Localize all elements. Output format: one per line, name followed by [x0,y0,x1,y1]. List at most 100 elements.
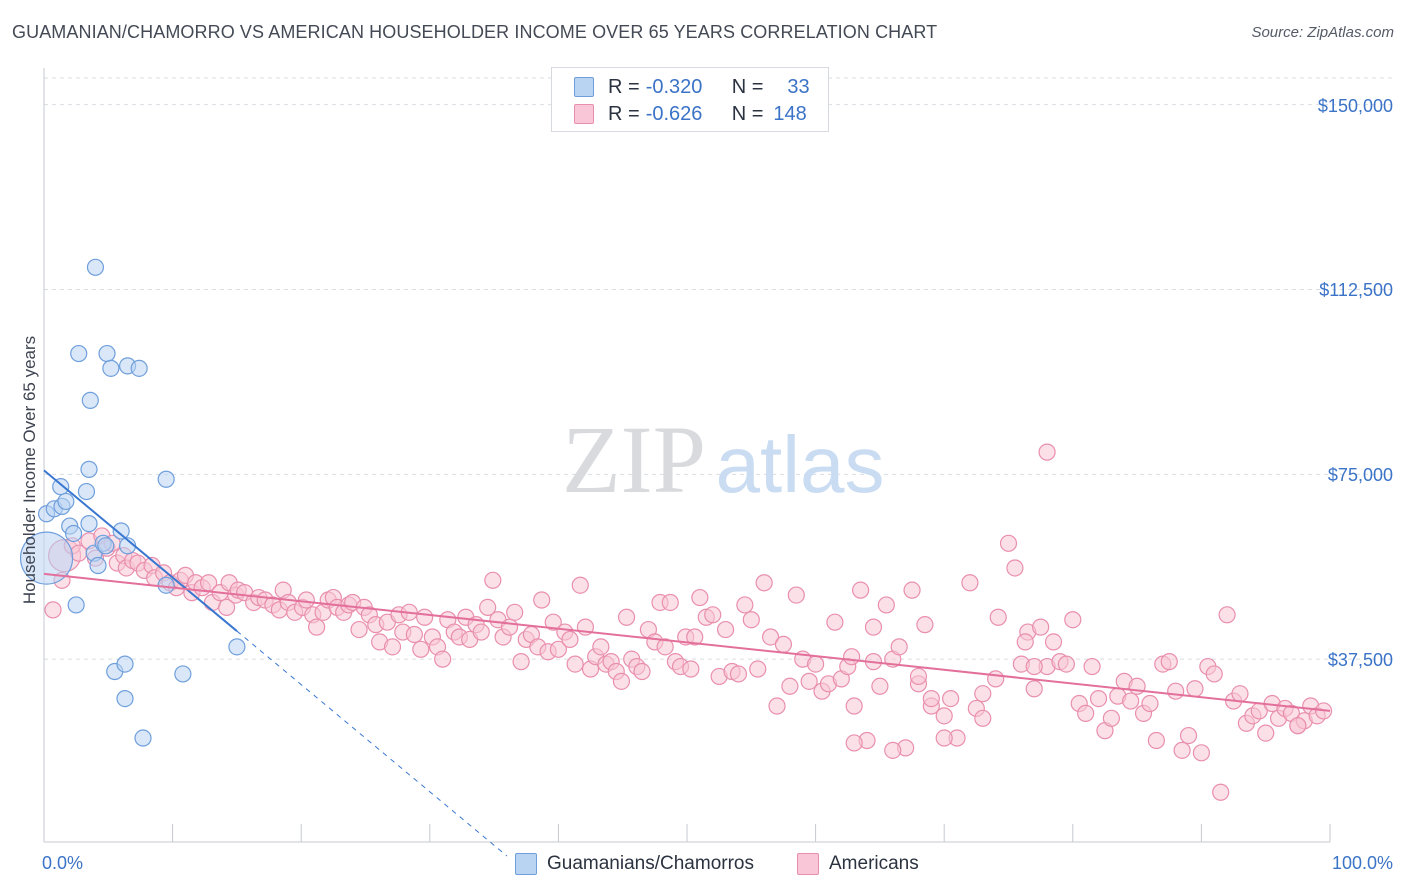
data-point [98,344,116,363]
data-point [686,628,704,646]
data-point [130,359,148,377]
data-point [774,635,793,653]
data-point [800,672,818,690]
data-point [1160,653,1178,671]
data-point [716,620,735,639]
data-point [1167,682,1185,700]
trend-line-americans [43,572,1331,712]
data-point [134,729,152,747]
data-point [826,613,844,631]
data-point [935,729,953,747]
data-point [1231,685,1249,703]
legend-r-value: -0.626 [645,102,703,125]
trend-lines [43,469,1331,857]
data-point [1141,694,1159,713]
data-point [1212,783,1230,801]
series-label: Guamanians/Chamorros [547,853,754,874]
data-point [1089,689,1108,708]
legend-row-guamanians: R = -0.320 N = 33 [574,75,810,99]
y-axis-label: Householder Income Over 65 years [20,335,39,605]
watermark-zip: ZIP [562,406,706,513]
legend-r-value: -0.320 [645,75,703,98]
data-point [704,606,722,624]
data-point [1044,633,1063,651]
data-point [922,689,940,708]
data-point [77,482,96,501]
data-point [768,697,786,715]
data-point [1016,633,1034,651]
data-point [80,460,98,478]
legend-n-value: 33 [787,75,810,98]
x-max-label: 100.0% [1331,853,1393,873]
data-point [1057,655,1075,673]
data-point [909,667,928,686]
series-legend: Guamanians/Chamorros Americans [0,853,1406,877]
data-point [44,601,62,619]
data-point [987,670,1005,688]
data-point [549,640,568,658]
data-point [86,258,105,276]
data-point [999,534,1018,552]
data-point [755,574,773,592]
data-point [157,470,175,488]
watermark-atlas: atlas [716,420,885,509]
data-point [472,623,490,641]
data-point [1064,611,1082,629]
data-point [1186,680,1204,698]
data-point [1173,741,1191,759]
data-point [1083,657,1101,676]
data-point [974,709,992,727]
data-point [566,655,584,673]
data-point [412,640,430,658]
data-point [989,608,1007,626]
legend-r-label: R = [608,75,640,98]
data-point [434,650,452,668]
data-point [890,638,908,656]
data-point [1102,709,1120,727]
data-point [1122,692,1140,710]
trend-line-guamanians [43,469,238,632]
data-point [174,665,192,683]
data-point [661,593,679,612]
correlation-legend: R = -0.320 N = 33 R = -0.626 N = 148 [551,67,829,132]
americans-points [44,443,1333,801]
data-point [350,620,368,639]
data-point [916,616,934,634]
data-point [484,571,502,589]
data-point [736,596,754,614]
data-point [781,677,799,695]
y-tick-label: $75,000 [1327,465,1393,486]
data-point [617,608,636,626]
data-point [19,531,74,585]
data-point [102,359,120,377]
data-point [1192,744,1211,762]
series-swatch-pink [797,853,819,875]
data-point [1289,717,1307,735]
data-point [571,576,589,594]
trend-extension-guamanians [236,630,508,857]
grid-lines [44,77,1395,660]
data-point [89,556,107,575]
series-legend-guamanians: Guamanians/Chamorros [515,853,754,875]
series-swatch-blue [515,853,537,875]
legend-n-label: N = [731,75,764,98]
data-point [1006,559,1024,577]
data-point [52,478,70,496]
y-tick-label: $150,000 [1317,95,1393,116]
data-point [80,515,98,533]
data-point [787,586,805,604]
data-point [1025,657,1043,676]
data-point [942,689,960,708]
data-point [974,685,992,703]
data-point [612,672,631,690]
data-point [1032,618,1050,636]
source-label: Source: ZipAtlas.com [1251,24,1394,41]
data-point [877,596,895,614]
data-point [81,391,99,409]
data-point [742,611,760,629]
data-point [852,581,870,599]
data-point [405,625,423,644]
legend-n-value: 148 [773,102,807,125]
data-point [544,613,562,631]
data-point [561,630,579,649]
